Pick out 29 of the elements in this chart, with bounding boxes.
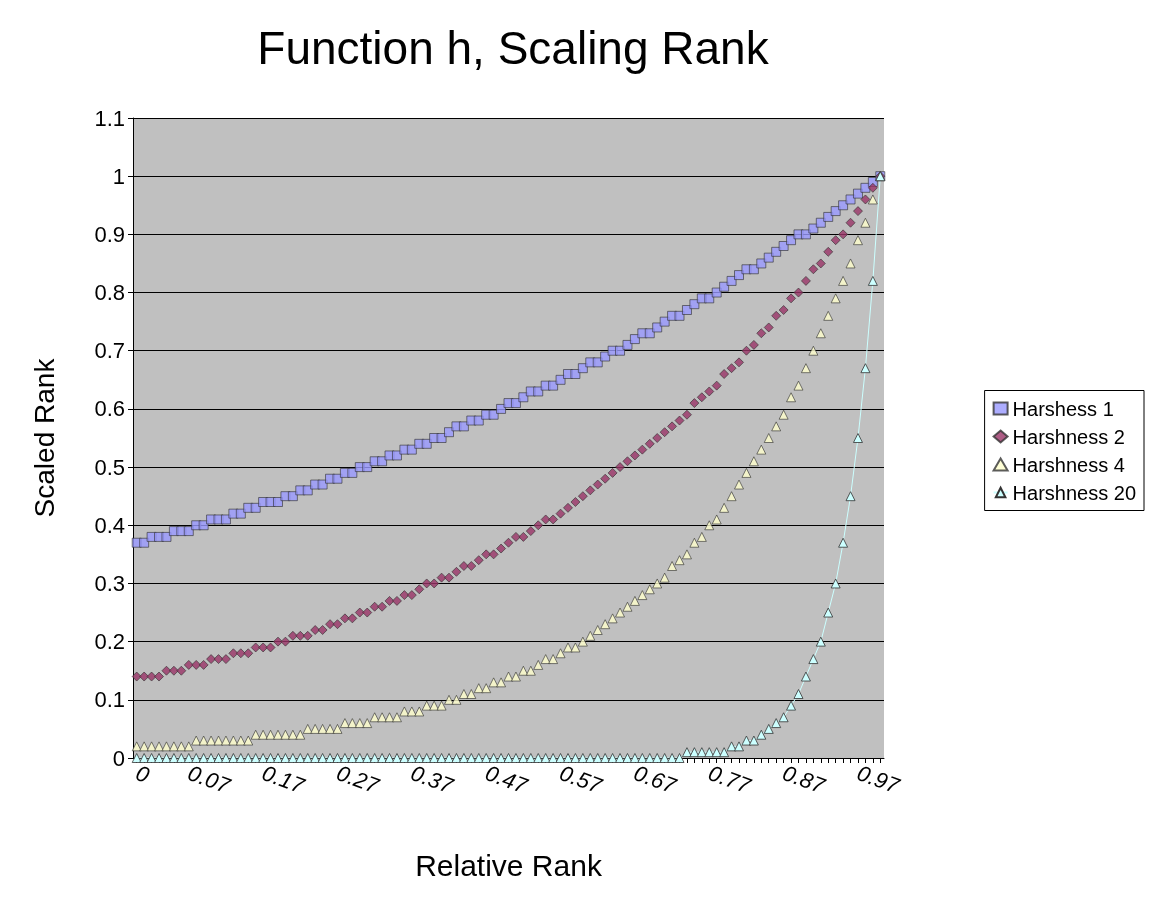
y-axis-title: Scaled Rank [28,357,60,518]
chart-title: Function h, Scaling Rank [257,22,770,74]
y-tick-label: 0.5 [94,454,125,480]
y-tick-label: 0.2 [94,629,125,655]
legend-label: Harshness 2 [1012,425,1125,448]
y-tick-label: 0.9 [94,221,125,247]
x-tick-label: 0.17 [258,760,309,799]
x-tick-label: 0.47 [481,760,532,799]
y-tick-label: 1 [112,163,125,189]
legend-label: Harshess 1 [1012,397,1114,420]
legend-label: Harshness 20 [1012,481,1137,504]
y-tick-label: 0.8 [94,280,125,306]
x-axis-title: Relative Rank [415,848,603,882]
y-tick-label: 0.6 [94,396,125,422]
y-tick-label: 1.1 [94,105,125,131]
y-tick-label: 0.1 [94,687,125,713]
x-tick-label: 0.97 [853,760,904,799]
x-tick-label: 0 [132,760,154,789]
y-tick-label: 0.3 [94,570,125,596]
x-tick-label: 0.37 [407,760,458,799]
x-tick-label: 0.07 [184,760,234,799]
x-tick-label: 0.87 [779,760,829,799]
x-tick-label: 0.77 [704,760,755,799]
x-tick-label: 0.27 [333,760,383,799]
x-tick-label: 0.67 [630,760,681,799]
legend-label: Harshness 4 [1012,453,1125,476]
y-tick-label: 0.7 [94,338,125,364]
y-tick-label: 0.4 [94,512,125,538]
x-tick-label: 0.57 [556,760,606,799]
